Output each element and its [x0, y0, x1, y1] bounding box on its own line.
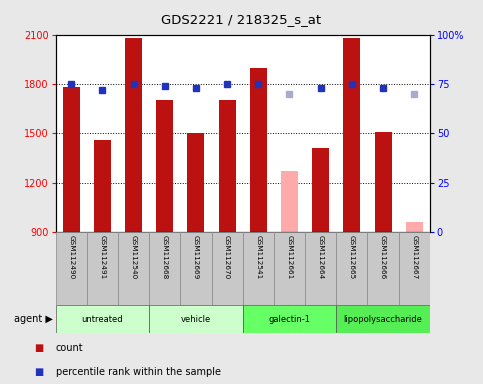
- Text: agent ▶: agent ▶: [14, 314, 53, 324]
- Text: lipopolysaccharide: lipopolysaccharide: [343, 314, 423, 324]
- Bar: [156, 101, 173, 232]
- Bar: [398, 232, 430, 305]
- Text: GSM112541: GSM112541: [256, 235, 261, 279]
- Bar: [305, 232, 336, 305]
- Bar: [149, 232, 180, 305]
- Bar: [406, 222, 423, 232]
- Bar: [336, 305, 430, 333]
- Text: GSM112665: GSM112665: [349, 235, 355, 279]
- Bar: [149, 305, 242, 333]
- Bar: [187, 134, 204, 232]
- Bar: [125, 38, 142, 232]
- Text: GSM112668: GSM112668: [162, 235, 168, 279]
- Text: GSM112670: GSM112670: [224, 235, 230, 279]
- Text: GSM112661: GSM112661: [286, 235, 293, 279]
- Text: ■: ■: [34, 343, 43, 353]
- Text: ■: ■: [34, 367, 43, 377]
- Text: percentile rank within the sample: percentile rank within the sample: [56, 367, 221, 377]
- Text: count: count: [56, 343, 83, 353]
- Text: galectin-1: galectin-1: [269, 314, 311, 324]
- Bar: [242, 305, 336, 333]
- Bar: [87, 232, 118, 305]
- Bar: [312, 148, 329, 232]
- Text: GSM112664: GSM112664: [318, 235, 324, 279]
- Text: GSM112666: GSM112666: [380, 235, 386, 279]
- Bar: [250, 68, 267, 232]
- Bar: [368, 232, 398, 305]
- Bar: [63, 87, 80, 232]
- Bar: [218, 101, 236, 232]
- Bar: [56, 232, 87, 305]
- Bar: [242, 232, 274, 305]
- Bar: [336, 232, 368, 305]
- Bar: [212, 232, 242, 305]
- Text: GSM112667: GSM112667: [411, 235, 417, 279]
- Bar: [56, 305, 149, 333]
- Text: GSM112491: GSM112491: [99, 235, 105, 279]
- Bar: [343, 38, 360, 232]
- Bar: [118, 232, 149, 305]
- Text: GSM112490: GSM112490: [68, 235, 74, 279]
- Bar: [94, 140, 111, 232]
- Text: GSM112540: GSM112540: [130, 235, 137, 279]
- Text: GDS2221 / 218325_s_at: GDS2221 / 218325_s_at: [161, 13, 322, 26]
- Text: GSM112669: GSM112669: [193, 235, 199, 279]
- Text: vehicle: vehicle: [181, 314, 211, 324]
- Bar: [374, 132, 392, 232]
- Bar: [281, 171, 298, 232]
- Text: untreated: untreated: [82, 314, 123, 324]
- Bar: [274, 232, 305, 305]
- Bar: [180, 232, 212, 305]
